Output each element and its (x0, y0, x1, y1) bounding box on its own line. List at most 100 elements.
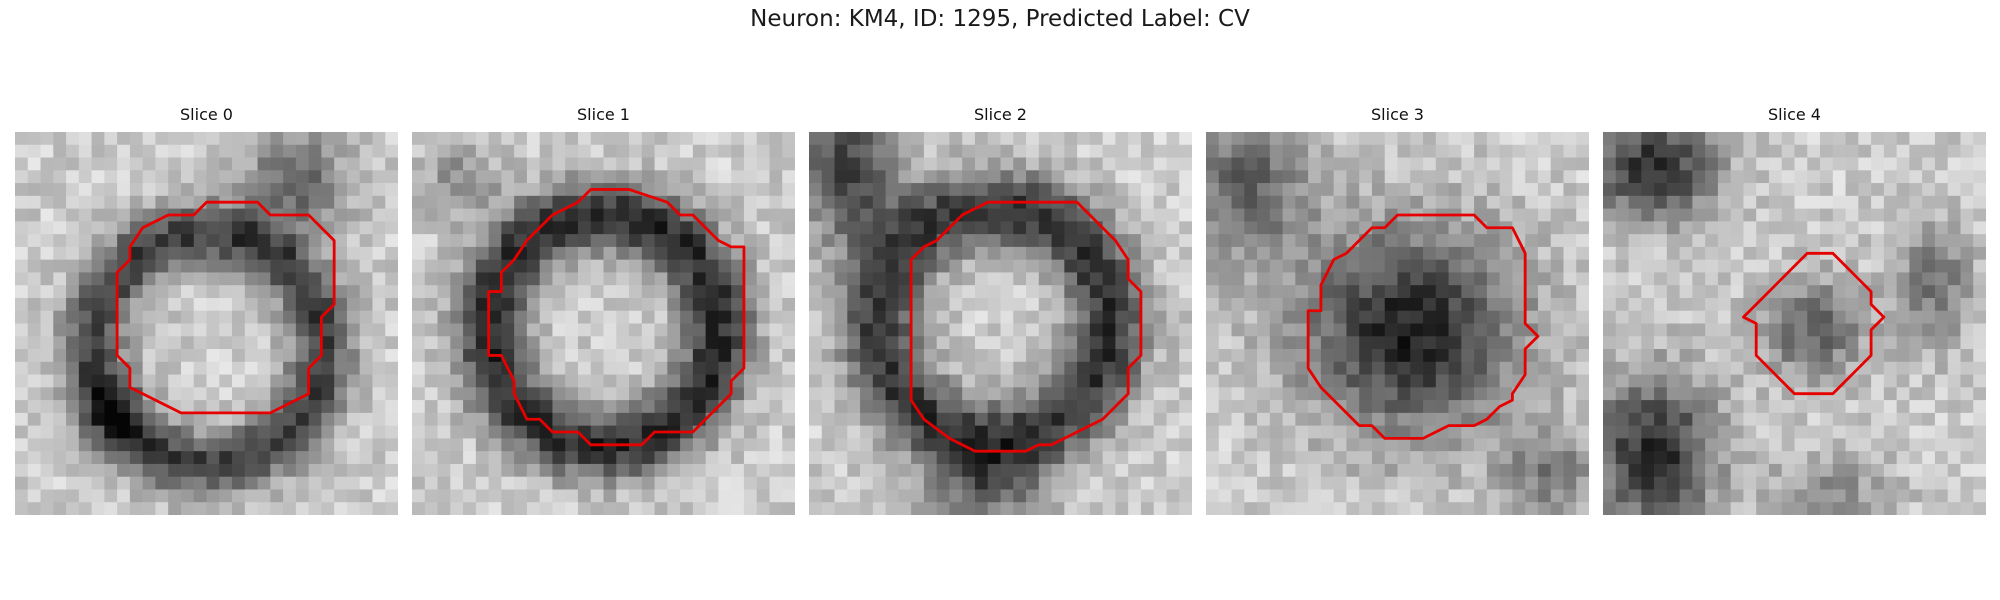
pixel (501, 234, 515, 248)
pixel (1153, 157, 1167, 171)
pixel (1486, 412, 1501, 427)
pixel (1909, 183, 1923, 197)
pixel (1768, 425, 1783, 439)
pixel (898, 144, 912, 158)
pixel (809, 425, 823, 439)
pixel (1206, 183, 1220, 197)
pixel (1973, 183, 1986, 197)
pixel (1730, 259, 1744, 273)
pixel (40, 157, 54, 171)
pixel (488, 310, 502, 324)
pixel (911, 195, 925, 209)
pixel (15, 502, 29, 515)
pixel (1781, 234, 1795, 248)
pixel (974, 502, 989, 515)
pixel (1641, 489, 1655, 503)
pixel (1499, 349, 1513, 363)
pixel (78, 246, 92, 261)
pixel (1654, 489, 1668, 503)
pixel (974, 425, 989, 439)
pixel (1257, 349, 1271, 363)
pixel (257, 323, 271, 337)
pixel (1845, 374, 1859, 388)
pixel (667, 170, 681, 184)
pixel (603, 234, 617, 248)
pixel (872, 297, 886, 312)
pixel (1947, 489, 1961, 503)
pixel (987, 476, 1001, 490)
pixel (1153, 183, 1167, 197)
pixel (244, 336, 258, 350)
pixel (1153, 310, 1167, 324)
pixel (821, 208, 835, 222)
pixel (1333, 132, 1347, 146)
pixel (603, 412, 617, 427)
pixel (1525, 502, 1539, 515)
pixel (821, 246, 835, 261)
pixel (692, 489, 707, 503)
pixel (1871, 221, 1885, 235)
pixel (680, 374, 694, 388)
pixel (463, 323, 477, 337)
pixel (1615, 463, 1629, 478)
pixel (1781, 412, 1795, 427)
pixel (270, 476, 284, 490)
pixel (769, 310, 783, 324)
pixel (1692, 489, 1706, 503)
pixel (1858, 451, 1872, 465)
pixel (718, 285, 732, 299)
pixel (334, 144, 348, 158)
pixel (1333, 438, 1347, 452)
pixel (1871, 438, 1885, 452)
pixel (616, 221, 630, 235)
pixel (270, 425, 284, 439)
pixel (129, 463, 144, 478)
pixel (1384, 132, 1398, 146)
pixel (219, 323, 233, 337)
pixel (1474, 170, 1488, 184)
pixel (987, 451, 1001, 465)
pixel (526, 310, 541, 324)
pixel (782, 489, 795, 503)
pixel (1679, 132, 1693, 146)
pixel (180, 361, 195, 375)
pixel (1269, 259, 1283, 273)
pixel (1909, 374, 1923, 388)
pixel (577, 195, 592, 209)
pixel (257, 387, 271, 401)
pixel (117, 132, 131, 146)
pixel (1000, 361, 1014, 375)
pixel (514, 195, 528, 209)
pixel (168, 259, 182, 273)
pixel (1371, 234, 1386, 248)
pixel (1038, 361, 1052, 375)
pixel (53, 374, 67, 388)
pixel (1654, 157, 1668, 171)
pixel (782, 297, 795, 312)
pixel (1845, 349, 1859, 363)
pixel (1257, 170, 1271, 184)
pixel (1576, 297, 1589, 312)
pixel (743, 195, 758, 209)
pixel (206, 183, 220, 197)
pixel (782, 463, 795, 478)
pixel (463, 425, 477, 439)
pixel (53, 476, 67, 490)
pixel (1641, 310, 1655, 324)
pixel (66, 451, 80, 465)
pixel (1896, 361, 1910, 375)
pixel (1654, 170, 1668, 184)
pixel (1423, 132, 1437, 146)
pixel (1231, 297, 1245, 312)
pixel (1064, 208, 1078, 222)
pixel (1153, 246, 1167, 261)
pixel (1603, 183, 1617, 197)
pixel (552, 170, 566, 184)
pixel (1486, 310, 1501, 324)
pixel (1231, 272, 1245, 286)
pixel (1140, 387, 1155, 401)
pixel (756, 221, 770, 235)
pixel (743, 323, 758, 337)
pixel (155, 234, 169, 248)
pixel (1563, 259, 1577, 273)
